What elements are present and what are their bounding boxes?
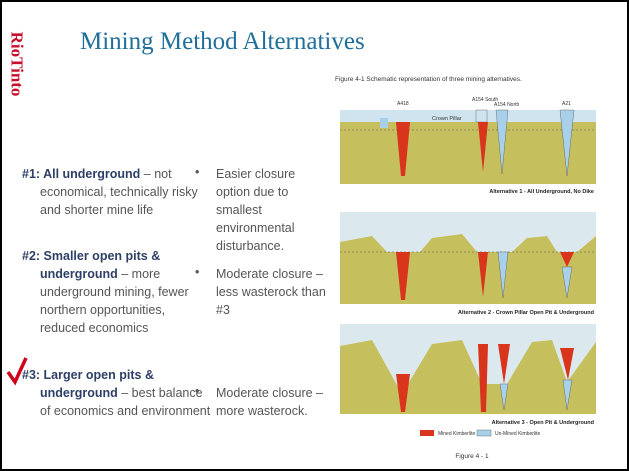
legend-label: Un-Mined Kimberlite bbox=[495, 431, 541, 437]
panel: Crown Pillar A418 A154 South A154 North … bbox=[332, 92, 604, 200]
figure-footer: Figure 4 - 1 bbox=[455, 453, 489, 460]
legend-swatch bbox=[477, 430, 491, 436]
crown-pillar-label: Crown Pillar bbox=[432, 116, 462, 122]
pit-label: A418 bbox=[397, 101, 409, 107]
panel-title: Alternative 2 - Crown Pillar Open Pit & … bbox=[458, 310, 594, 316]
pit-label: A154 North bbox=[494, 102, 520, 108]
panel-title: Alternative 3 - Open Pit & Underground bbox=[492, 420, 594, 426]
panel: Alternative 3 - Open Pit & Underground bbox=[340, 324, 596, 426]
check-mark bbox=[8, 358, 26, 382]
legend-label: Mined Kimberlite bbox=[438, 431, 475, 437]
legend-swatch bbox=[420, 430, 434, 436]
panel: Alternative 2 - Crown Pillar Open Pit & … bbox=[340, 212, 596, 316]
panel-title: Alternative 1 - All Underground, No Dike bbox=[489, 189, 594, 195]
figure: Figure 4-1 Schematic representation of t… bbox=[2, 2, 627, 469]
figure-caption: Figure 4-1 Schematic representation of t… bbox=[335, 76, 522, 83]
pit-label: A21 bbox=[562, 101, 571, 107]
slide: RioTinto Mining Method Alternatives #1: … bbox=[0, 0, 629, 471]
